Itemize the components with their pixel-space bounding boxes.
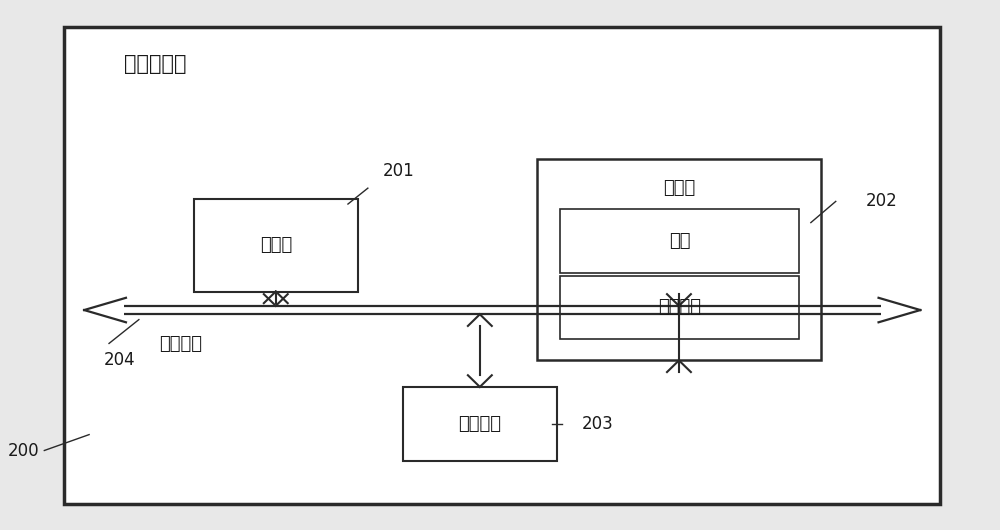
Text: 200: 200 [8, 441, 39, 460]
Bar [560, 209, 799, 273]
Bar [537, 159, 821, 360]
Text: 通信总线: 通信总线 [159, 335, 202, 353]
Text: 处理器: 处理器 [260, 236, 292, 254]
Text: 204: 204 [104, 351, 136, 369]
Text: 203: 203 [582, 415, 614, 433]
Bar [64, 26, 940, 503]
Bar [194, 199, 358, 292]
Text: 202: 202 [866, 192, 897, 210]
Text: 通信接口: 通信接口 [458, 415, 501, 433]
Text: 201: 201 [383, 162, 415, 180]
Text: 操作系统: 操作系统 [658, 298, 701, 316]
Bar [403, 387, 557, 461]
Text: 业务服务器: 业务服务器 [124, 54, 186, 74]
Text: 程序: 程序 [669, 232, 690, 250]
Text: 存储器: 存储器 [663, 179, 695, 197]
Bar [560, 276, 799, 339]
